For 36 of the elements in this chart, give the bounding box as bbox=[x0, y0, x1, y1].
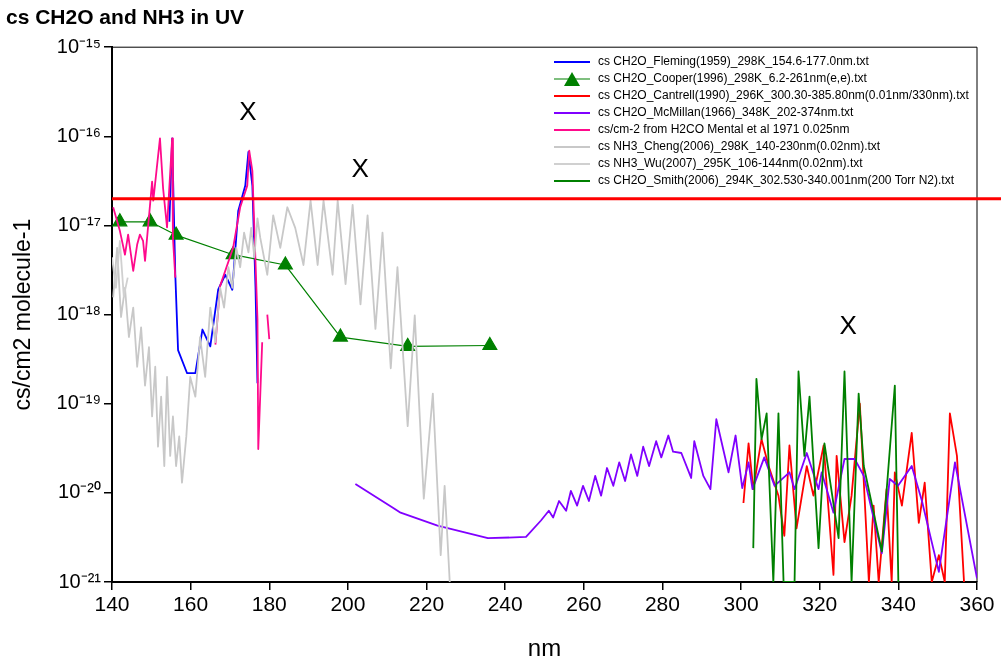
legend-label: cs CH2O_McMillan(1966)_348K_202-374nm.txt bbox=[598, 104, 854, 122]
x-tick-label: 240 bbox=[487, 592, 523, 616]
legend-label: cs CH2O_Fleming(1959)_298K_154.6-177.0nm.txt bbox=[598, 53, 869, 71]
legend-label: cs NH3_Cheng(2006)_298K_140-230nm(0.02nm).txt bbox=[598, 138, 881, 156]
y-tick-label: 10⁻¹⁹ bbox=[56, 391, 101, 414]
x-tick-label: 200 bbox=[330, 592, 366, 616]
x-axis-title: nm bbox=[527, 634, 562, 662]
x-tick-label: 140 bbox=[94, 592, 130, 616]
y-tick-label: 10⁻²¹ bbox=[58, 569, 102, 592]
x-tick-label: 340 bbox=[880, 592, 916, 616]
x-tick-label: 280 bbox=[644, 592, 680, 616]
y-tick-label: 10⁻¹⁷ bbox=[57, 212, 101, 235]
point bbox=[482, 336, 498, 351]
y-tick-label: 10⁻¹⁵ bbox=[56, 34, 101, 57]
y-tick-label: 10⁻¹⁶ bbox=[56, 123, 101, 146]
legend-label: cs/cm-2 from H2CO Mental et al 1971 0.025nm bbox=[598, 121, 850, 139]
x-tick-label: 180 bbox=[251, 592, 287, 616]
annotation: X bbox=[239, 96, 257, 127]
x-tick-label: 220 bbox=[409, 592, 445, 616]
x-tick-label: 260 bbox=[566, 592, 602, 616]
point bbox=[277, 256, 293, 270]
legend-label: cs NH3_Wu(2007)_295K_106-144nm(0.02nm).txt bbox=[598, 155, 863, 173]
chart-title: cs CH2O and NH3 in UV bbox=[6, 5, 245, 29]
y-tick-label: 10⁻²⁰ bbox=[58, 480, 101, 503]
legend-label: cs CH2O_Smith(2006)_294K_302.530-340.001nm(200 Torr N2).txt bbox=[598, 172, 954, 190]
legend-label: cs CH2O_Cooper(1996)_298K_6.2-261nm(e,e).txt bbox=[598, 70, 867, 88]
legend-label: cs CH2O_Cantrell(1990)_296K_300.30-385.80nm(0.01nm/330nm).txt bbox=[598, 87, 969, 105]
x-tick-label: 300 bbox=[723, 592, 759, 616]
y-axis-title: cs/cm2 molecule-1 bbox=[9, 218, 36, 411]
x-tick-label: 160 bbox=[173, 592, 209, 616]
point bbox=[332, 328, 348, 342]
annotation: X bbox=[351, 152, 369, 183]
y-tick-label: 10⁻¹⁸ bbox=[56, 302, 101, 325]
x-tick-label: 360 bbox=[959, 592, 995, 616]
x-tick-label: 320 bbox=[802, 592, 838, 616]
annotation: X bbox=[839, 310, 857, 341]
